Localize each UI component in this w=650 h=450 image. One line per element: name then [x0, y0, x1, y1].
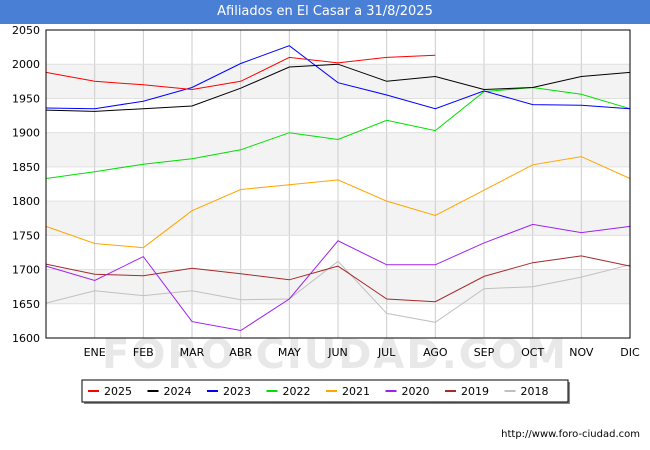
x-tick-label: JUL [377, 346, 396, 359]
chart-title: Afiliados en El Casar a 31/8/2025 [0, 0, 650, 24]
legend-box [81, 379, 569, 403]
x-tick-label: MAY [278, 346, 301, 359]
legend-label-2018: 2018 [521, 385, 549, 398]
series-line-2021 [45, 156, 631, 249]
y-tick-label: 1700 [12, 264, 40, 277]
y-tick-label: 1800 [12, 195, 40, 208]
legend-label-2019: 2019 [461, 385, 489, 398]
legend-label-2024: 2024 [164, 385, 192, 398]
x-tick-label: ENE [84, 346, 106, 359]
legend: 2025 2024 2023 2022 2021 2020 2019 2018 [81, 379, 570, 404]
x-tick-label: ABR [229, 346, 252, 359]
series-line-2025 [45, 54, 436, 91]
y-tick-label: 1900 [12, 127, 40, 140]
series-line-2018 [45, 260, 631, 323]
legend-label-2020: 2020 [402, 385, 430, 398]
x-tick-label: NOV [569, 346, 594, 359]
plot-frame [45, 29, 631, 339]
legend-label-2021: 2021 [342, 385, 370, 398]
y-tick-label: 1850 [12, 161, 40, 174]
y-tick-label: 1600 [12, 332, 40, 345]
x-tick-label: FEB [133, 346, 154, 359]
watermark: FORO-CIUDAD.COM [102, 332, 568, 378]
x-tick-label: MAR [180, 346, 205, 359]
legend-label-2022: 2022 [283, 385, 311, 398]
y-tick-label: 2000 [12, 58, 40, 71]
series-line-2019 [45, 255, 631, 303]
y-tick-label: 1750 [12, 229, 40, 242]
series-line-2020 [45, 223, 631, 332]
legend-label-2023: 2023 [223, 385, 251, 398]
y-tick-label: 1650 [12, 298, 40, 311]
y-tick-label: 1950 [12, 92, 40, 105]
x-tick-label: JUN [327, 346, 348, 359]
x-tick-label: SEP [474, 346, 495, 359]
x-tick-labels: ENE FEB MAR ABR MAY JUN JUL AGO SEP OCT NOV DIC [84, 346, 640, 359]
y-tick-labels: 1600 1650 1700 1750 1800 1850 1900 1950 2000 2050 [12, 24, 40, 345]
footer-url: http://www.foro-ciudad.com [501, 429, 640, 440]
series-line-2023 [45, 45, 631, 110]
x-tick-label: DIC [620, 346, 640, 359]
y-tick-label: 2050 [12, 24, 40, 37]
series-lines [45, 45, 631, 332]
series-line-2024 [45, 63, 631, 112]
legend-label-2025: 2025 [104, 385, 132, 398]
x-tick-label: OCT [521, 346, 544, 359]
x-tick-label: AGO [423, 346, 448, 359]
